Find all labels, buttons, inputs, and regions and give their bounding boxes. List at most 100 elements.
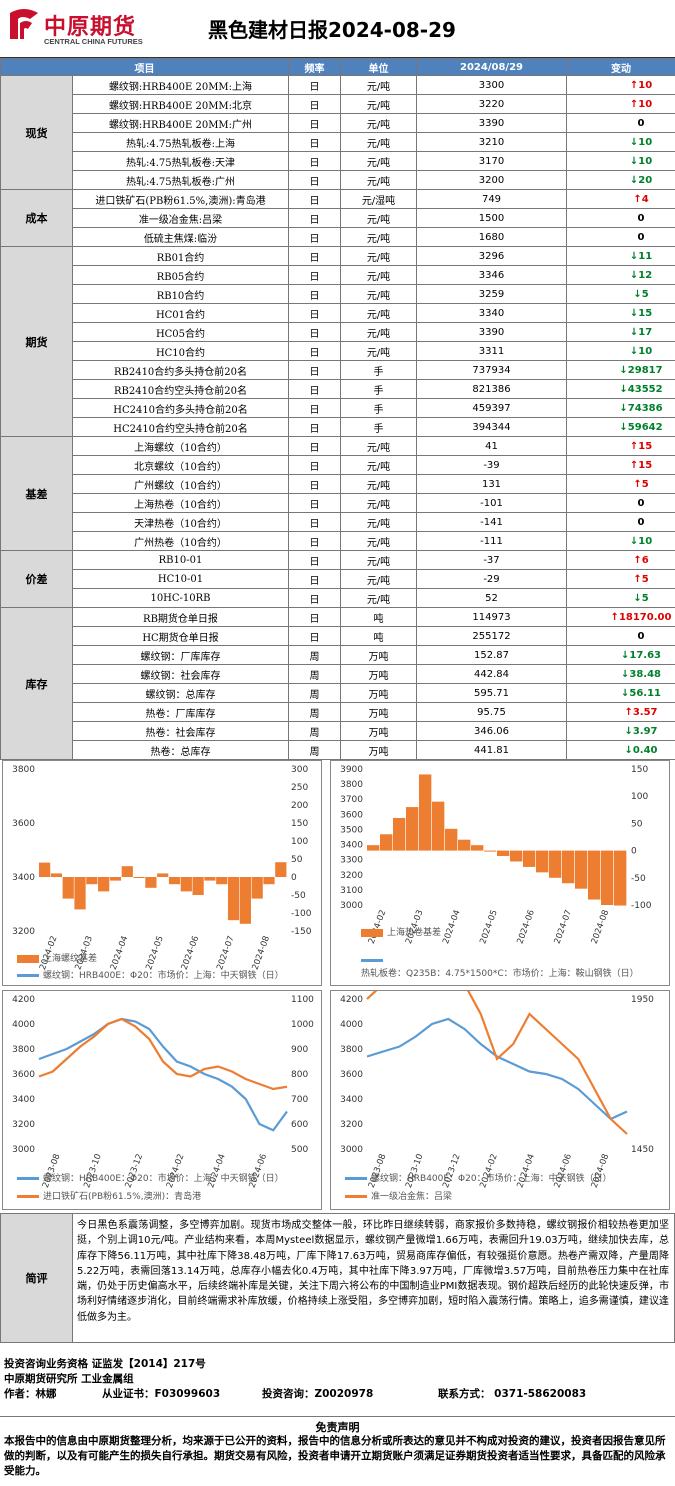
arrow-down-icon: ↓ (629, 535, 639, 547)
freq-cell: 周 (288, 683, 341, 703)
arrow-up-icon: ↑ (633, 554, 642, 566)
change-cell: ↑5 (566, 569, 675, 589)
unit-cell: 手 (340, 398, 417, 418)
legend-swatch (17, 954, 39, 963)
change-value: 59642 (627, 421, 663, 433)
change-value: 5 (641, 478, 649, 490)
organization: 中原期货研究所 工业金属组 (4, 1373, 134, 1385)
review-label: 简评 (1, 1214, 73, 1342)
advisor-id: 投资咨询：Z0020978 (262, 1388, 374, 1400)
unit-cell: 手 (340, 417, 417, 437)
change-value: 0 (637, 516, 645, 528)
review-text: 今日黑色系震荡调整，多空博弈加剧。现货市场成交整体一般，环比昨日继续转弱，商家报… (77, 1220, 669, 1323)
change-cell: 0 (566, 493, 675, 513)
freq-cell: 日 (288, 284, 341, 304)
y-tick-left: 3000 (12, 1145, 35, 1155)
change-cell: ↓10 (566, 531, 675, 551)
legend-entry: 螺纹钢：HRB400E：Φ20：市场价：上海：中天钢铁（日） (17, 1171, 284, 1184)
change-value: 10 (638, 79, 653, 91)
legend-label: 螺纹钢：HRB400E：Φ20：市场价：上海：中天钢铁（日） (43, 971, 284, 981)
change-value: 6 (641, 554, 649, 566)
unit-cell: 万吨 (340, 721, 417, 741)
basis-bar (536, 850, 549, 873)
change-value: 0 (637, 117, 645, 129)
table-row: 上海热卷（10合约）日元/吨 -101 0 (1, 493, 675, 513)
value-cell: 1680 (416, 227, 567, 247)
change-cell: ↓12 (566, 265, 675, 285)
basis-bar (74, 877, 86, 910)
table-row: 10HC-10RB 日元/吨 52 ↓5 (1, 588, 675, 608)
item-cell: RB2410合约多头持仓前20名 (72, 360, 289, 380)
table-row: HC期货仓单日报日吨 255172 0 (1, 626, 675, 646)
table-row: 北京螺纹（10合约）日元/吨 -39 ↑15 (1, 455, 675, 475)
logo-en-text: CENTRAL CHINA FUTURES (44, 37, 143, 46)
item-cell: 准一级冶金焦:吕梁 (72, 208, 289, 228)
table-row: HC05合约日元/吨 3390 ↓17 (1, 322, 675, 342)
basis-bar (168, 877, 181, 885)
table-row: HC01合约日元/吨 3340 ↓15 (1, 303, 675, 323)
change-value: 10 (638, 345, 653, 357)
category-cell: 期货 (0, 246, 73, 437)
change-cell: ↑3.57 (566, 702, 675, 722)
basis-bar (562, 850, 575, 884)
item-cell: 螺纹钢：总库存 (72, 683, 289, 703)
table-row: 期货 RB01合约日元/吨 3296 ↓11 (0, 246, 675, 437)
change-cell: ↓10 (566, 132, 675, 152)
table-row: 螺纹钢：厂库库存周万吨 152.87 ↓17.63 (1, 645, 675, 665)
unit-cell: 元/吨 (340, 512, 417, 532)
legend-entry: 上海热卷基差 (361, 925, 441, 938)
unit-cell: 万吨 (340, 740, 417, 760)
basis-bar (406, 807, 419, 851)
y-tick-left: 3400 (340, 1095, 363, 1105)
freq-cell: 日 (288, 531, 341, 551)
item-cell: RB10合约 (72, 284, 289, 304)
change-cell: ↑10 (566, 94, 675, 114)
logo-cn-text: 中原期货 (44, 15, 137, 40)
change-value: 0 (637, 497, 645, 509)
unit-cell: 元/吨 (340, 265, 417, 285)
data-table: 项目 频率 单位 2024/08/29 变动 现货 螺纹钢:HRB400E 20M… (0, 58, 675, 760)
item-cell: 螺纹钢:HRB400E 20MM:上海 (72, 75, 289, 95)
item-cell: 螺纹钢:HRB400E 20MM:北京 (72, 94, 289, 114)
legend-label: 热轧板卷：Q235B：4.75*1500*C：市场价：上海：鞍山钢铁（日） (361, 969, 639, 979)
unit-cell: 万吨 (340, 645, 417, 665)
table-row: RB10合约日元/吨 3259 ↓5 (1, 284, 675, 304)
unit-cell: 元/吨 (340, 303, 417, 323)
value-cell: 749 (416, 189, 567, 209)
arrow-down-icon: ↓ (629, 250, 639, 262)
disclaimer-body: 本报告中的信息由中原期货整理分析，均来源于已公开的资料，报告中的信息分析或所表达… (4, 1435, 666, 1477)
unit-cell: 元/吨 (340, 94, 417, 114)
arrow-up-icon: ↑ (629, 98, 639, 110)
freq-cell: 日 (288, 208, 341, 228)
arrow-down-icon: ↓ (619, 421, 628, 433)
legend-label: 螺纹钢：HRB400E：Φ20：市场价：上海：中天钢铁（日） (371, 1174, 612, 1184)
freq-cell: 日 (288, 493, 341, 513)
basis-bar (216, 877, 228, 885)
value-cell: 3210 (416, 132, 567, 152)
unit-cell: 元/吨 (340, 322, 417, 342)
item-cell: 广州热卷（10合约） (72, 531, 289, 551)
value-cell: 821386 (416, 379, 567, 399)
item-cell: RB05合约 (72, 265, 289, 285)
freq-cell: 周 (288, 645, 341, 665)
table-row: 螺纹钢：社会库存周万吨 442.84 ↓38.48 (1, 664, 675, 684)
y-tick-left: 3200 (12, 927, 35, 937)
basis-bar (393, 817, 406, 851)
table-row: 现货 螺纹钢:HRB400E 20MM:上海日元/吨 3300 ↑10 (0, 75, 675, 190)
author: 作者：林娜 (4, 1388, 57, 1400)
change-cell: 0 (566, 512, 675, 532)
chart-hc-basis: 3900 3800 3700 3600 3500 3400 3300 3200 3100 3000… (330, 760, 670, 986)
basis-bar (227, 877, 240, 921)
unit-cell: 手 (340, 379, 417, 399)
value-cell: 3200 (416, 170, 567, 190)
arrow-down-icon: ↓ (633, 592, 642, 604)
basis-bar (419, 774, 432, 851)
change-cell: ↓20 (566, 170, 675, 190)
unit-cell: 元/吨 (340, 227, 417, 247)
qualification: 投资咨询业务资格 证监发【2014】217号 (4, 1358, 206, 1370)
basis-bar (39, 862, 51, 877)
item-cell: RB期货仓单日报 (72, 607, 289, 627)
change-value: 0.40 (632, 744, 658, 756)
arrow-up-icon: ↑ (633, 478, 642, 490)
freq-cell: 日 (288, 113, 341, 133)
